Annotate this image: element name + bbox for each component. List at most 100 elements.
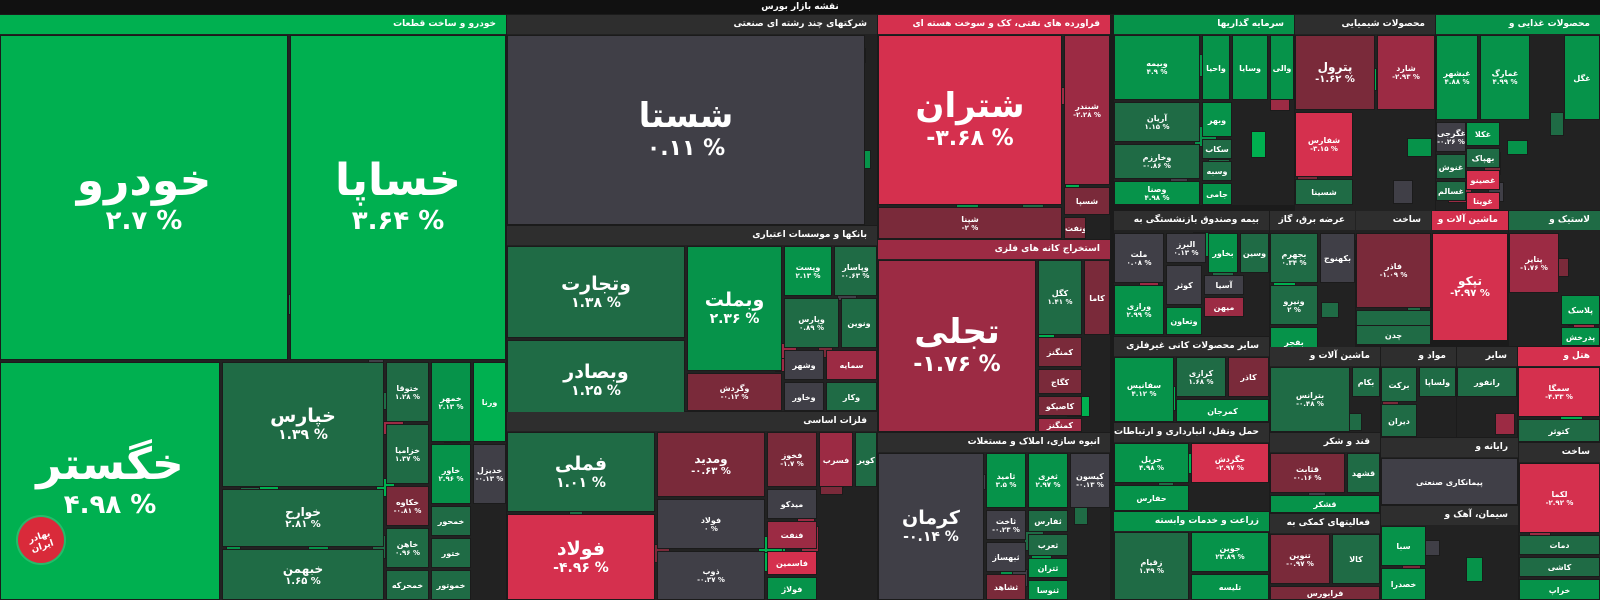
stock-tile[interactable]: لکما -۲.۹۲ % (1519, 463, 1600, 533)
stock-tile[interactable]: کاما (1084, 260, 1110, 335)
stock-tile[interactable]: کمنگنز (1038, 337, 1082, 367)
sector-header[interactable]: لاستیک و (1509, 211, 1600, 230)
sector-header[interactable]: ماشین آلات و (1432, 211, 1508, 230)
stock-tile[interactable]: خدیزل -۰.۱۳ % (473, 444, 506, 504)
sector-header[interactable]: سایر محصولات کانی غیرفلزی (1114, 337, 1269, 356)
sector-header[interactable]: فراورده های نفتی، کک و سوخت هسته ای (878, 15, 1110, 34)
stock-tile[interactable]: وپست ۲.۱۳ % (784, 246, 832, 296)
stock-tile[interactable]: خموتور (431, 570, 471, 600)
stock-tile[interactable]: سبا (1381, 526, 1426, 566)
stock-tile[interactable]: پلاسک (1561, 295, 1600, 325)
stock-tile[interactable]: وبملت ۲.۳۶ % (687, 246, 782, 371)
stock-tile[interactable]: واحیا (1202, 35, 1230, 100)
stock-tile[interactable]: خکاوه -۰.۸۱ % (386, 486, 429, 526)
sector-header[interactable]: فعالیتهای کمکی به (1270, 514, 1380, 533)
stock-tile[interactable]: شارد -۲.۹۳ % (1377, 35, 1435, 110)
stock-tile[interactable]: تلیسه (1191, 574, 1269, 600)
sector-header[interactable]: استخراج کانه های فلزی (878, 240, 1110, 259)
stock-tile[interactable]: قشهد (1347, 453, 1380, 493)
stock-tile[interactable]: ثغری ۲.۹۷ % (1028, 453, 1068, 508)
stock-tile[interactable]: وبیمه ۴.۹ % (1114, 35, 1200, 100)
stock-tile[interactable]: تنوین -۰.۹۷ % (1270, 534, 1330, 584)
stock-tile[interactable]: سکاب (1202, 139, 1232, 159)
stock-tile[interactable]: خوارح ۲.۸۱ % (222, 489, 384, 547)
stock-tile[interactable]: خمهر ۲.۱۳ % (431, 362, 471, 442)
stock-tile[interactable]: وخاور (784, 382, 824, 411)
stock-tile[interactable]: میهن (1204, 297, 1244, 317)
stock-tile[interactable]: قثابت -۰.۱۶ % (1270, 453, 1345, 493)
sector-header[interactable]: عرضه برق، گاز (1270, 211, 1355, 230)
stock-tile[interactable]: وبصادر ۱.۲۵ % (507, 340, 685, 420)
stock-tile[interactable]: آریان ۱.۱۵ % (1114, 102, 1200, 142)
minor-tile[interactable] (1550, 112, 1564, 136)
stock-tile[interactable]: غبشهر ۴.۸۸ % (1436, 35, 1478, 120)
stock-tile[interactable]: فولاد -۴.۹۶ % (507, 514, 655, 600)
stock-tile[interactable]: ثبهساز (986, 542, 1026, 572)
stock-tile[interactable]: خاور ۲.۹۶ % (431, 444, 471, 504)
stock-tile[interactable]: فولاژ (767, 577, 817, 600)
stock-tile[interactable]: غصینو (1466, 170, 1500, 190)
sector-header[interactable]: زراعت و خدمات وابسته (1114, 512, 1269, 531)
stock-tile[interactable]: غویتا (1466, 192, 1500, 210)
stock-tile[interactable]: جوین ۲۳.۸۹ % (1191, 532, 1269, 572)
stock-tile[interactable]: فرابورس (1270, 586, 1380, 600)
stock-tile[interactable]: فنفت (767, 521, 817, 549)
stock-tile[interactable]: ولساپا (1419, 367, 1456, 397)
stock-tile[interactable]: وسایا (1232, 35, 1268, 100)
stock-tile[interactable]: ثفارس (1028, 510, 1068, 532)
sector-header[interactable]: ساخت (1519, 443, 1600, 462)
stock-tile[interactable]: ورنا (473, 362, 506, 442)
stock-tile[interactable]: وخارزم -۰.۸۶ % (1114, 144, 1200, 179)
stock-tile[interactable]: خصدرا (1381, 568, 1426, 600)
stock-tile[interactable]: بترانس -۰.۴۸ % (1270, 367, 1350, 432)
stock-tile[interactable]: خمحرکه (386, 570, 429, 600)
stock-tile[interactable]: وبهر (1202, 102, 1232, 137)
sector-header[interactable]: ساخت (1356, 211, 1431, 230)
sector-header[interactable]: ماشین آلات و (1270, 347, 1380, 366)
stock-tile[interactable]: غنوش (1436, 154, 1466, 179)
minor-tile[interactable] (1495, 413, 1515, 435)
stock-tile[interactable]: والی (1270, 35, 1294, 100)
stock-tile[interactable]: وتعاون (1166, 307, 1202, 335)
stock-tile[interactable]: وپارس ۰.۸۹ % (784, 298, 839, 348)
stock-tile[interactable]: جامی (1202, 183, 1232, 205)
stock-tile[interactable]: ثامید ۳.۵ % (986, 453, 1026, 508)
stock-tile[interactable]: خگستر ۴.۹۸ % (0, 362, 220, 600)
stock-tile[interactable]: میدکو (767, 489, 817, 519)
stock-tile[interactable]: کرمان -۰.۱۴ % (878, 453, 984, 600)
stock-tile[interactable]: سمگا -۴.۳۳ % (1518, 367, 1600, 417)
sector-header[interactable]: حمل ونقل، انبارداری و ارتباطات (1114, 423, 1269, 442)
stock-tile[interactable]: کرازی ۱.۶۸ % (1176, 357, 1226, 397)
stock-tile[interactable]: پیمانکاری صنعتی (1381, 458, 1518, 505)
stock-tile[interactable]: کمرجان (1176, 399, 1269, 422)
stock-tile[interactable]: غگرجی -۰.۲۶ % (1436, 122, 1466, 152)
sector-header[interactable]: بانکها و موسسات اعتباری (507, 226, 877, 245)
stock-tile[interactable]: کمنگنز (1038, 418, 1082, 432)
minor-tile[interactable] (1321, 302, 1339, 318)
sector-header[interactable]: مواد و (1381, 347, 1456, 366)
stock-tile[interactable]: بخاور (1208, 233, 1238, 273)
stock-tile[interactable]: وپاسار -۰.۶۳ % (834, 246, 877, 296)
sector-header[interactable]: انبوه سازی، املاک و مستغلات (878, 433, 1110, 452)
stock-tile[interactable]: غکلا (1466, 122, 1500, 146)
stock-tile[interactable]: غمارگ ۴.۹۹ % (1480, 35, 1530, 120)
stock-tile[interactable]: حفارس (1114, 485, 1189, 511)
stock-tile[interactable]: خمحور (431, 506, 471, 536)
minor-tile[interactable] (1251, 131, 1266, 158)
sector-header[interactable]: قند و شکر (1270, 433, 1380, 452)
stock-tile[interactable]: خساپا ۳.۶۴ % (290, 35, 506, 360)
stock-tile[interactable]: فملی ۱.۰۱ % (507, 432, 655, 512)
stock-tile[interactable]: ملت ۰.۰۸ % (1114, 233, 1164, 283)
minor-tile[interactable] (1407, 138, 1432, 157)
stock-tile[interactable]: تپکو -۲.۹۷ % (1432, 233, 1508, 341)
stock-tile[interactable]: کیسون -۰.۱۳ % (1070, 453, 1110, 508)
stock-tile[interactable]: وتجارت ۱.۳۸ % (507, 246, 685, 338)
stock-tile[interactable]: کاشی (1519, 557, 1600, 577)
stock-tile[interactable]: خبهمن ۱.۶۵ % (222, 549, 384, 600)
stock-tile[interactable]: البرز ۰.۱۳ % (1166, 233, 1206, 263)
stock-tile[interactable]: وگردش -۰.۱۲ % (687, 373, 782, 411)
stock-tile[interactable]: شبندر -۲.۲۸ % (1064, 35, 1110, 185)
stock-tile[interactable]: خزامیا ۱.۳۷ % (386, 424, 429, 484)
stock-tile[interactable]: ونیرو ۲ % (1270, 285, 1318, 325)
stock-tile[interactable]: فاذر -۱.۰۹ % (1356, 233, 1431, 308)
